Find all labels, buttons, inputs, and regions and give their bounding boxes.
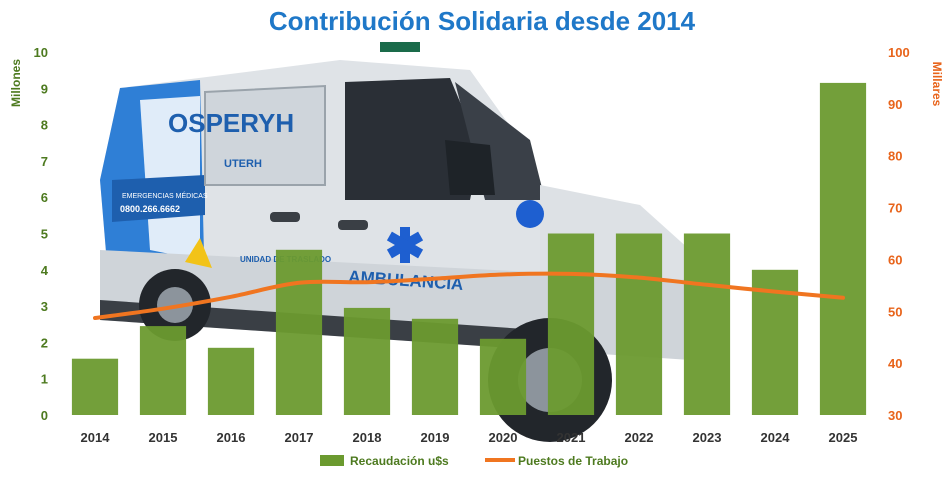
left-axis-title: Millones — [9, 59, 23, 107]
right-tick-label: 100 — [888, 45, 910, 60]
x-tick-2024: 2024 — [761, 430, 791, 445]
right-axis-title: Millares — [930, 62, 944, 107]
right-tick-label: 50 — [888, 304, 902, 319]
ambulance-photo: OSPERYH UTERH EMERGENCIAS MÉDICAS 0800.2… — [100, 42, 690, 442]
bar-2019 — [412, 319, 458, 415]
x-axis-ticks: 2014 2015 2016 2017 2018 2019 2020 2021 2022 2023… — [81, 430, 858, 445]
bar-2017 — [276, 250, 322, 415]
bar-2014 — [72, 359, 118, 415]
bar-2025 — [820, 83, 866, 415]
x-tick-2025: 2025 — [829, 430, 858, 445]
legend: Recaudación u$s Puestos de Trabajo — [320, 454, 628, 468]
left-tick-label: 4 — [41, 263, 49, 278]
left-tick-label: 7 — [41, 154, 48, 169]
left-axis-ticks: 0 1 2 3 4 5 6 7 8 9 10 — [34, 45, 49, 423]
right-tick-label: 70 — [888, 201, 902, 216]
left-tick-label: 8 — [41, 118, 48, 133]
bar-2020 — [480, 339, 526, 415]
chart-title: Contribución Solidaria desde 2014 — [269, 6, 696, 36]
left-tick-label: 10 — [34, 45, 48, 60]
x-tick-2016: 2016 — [217, 430, 246, 445]
right-tick-label: 60 — [888, 252, 902, 267]
x-tick-2021: 2021 — [557, 430, 586, 445]
right-tick-label: 90 — [888, 97, 902, 112]
left-tick-label: 0 — [41, 408, 48, 423]
x-tick-2020: 2020 — [489, 430, 518, 445]
left-tick-label: 3 — [41, 299, 48, 314]
right-tick-label: 30 — [888, 408, 902, 423]
right-tick-label: 40 — [888, 356, 902, 371]
x-tick-2022: 2022 — [625, 430, 654, 445]
left-tick-label: 2 — [41, 335, 48, 350]
left-tick-label: 5 — [41, 227, 48, 242]
left-tick-label: 1 — [41, 372, 48, 387]
bar-2016 — [208, 348, 254, 415]
x-tick-2017: 2017 — [285, 430, 314, 445]
bar-2018 — [344, 308, 390, 415]
van-caption-text: EMERGENCIAS MÉDICAS — [122, 191, 208, 200]
right-tick-label: 80 — [888, 149, 902, 164]
left-tick-label: 6 — [41, 190, 48, 205]
x-tick-2018: 2018 — [353, 430, 382, 445]
bar-2021 — [548, 234, 594, 416]
van-brand-text: OSPERYH — [168, 108, 294, 138]
van-phone-text: 0800.266.6662 — [120, 204, 180, 214]
legend-label-bar: Recaudación u$s — [350, 454, 449, 468]
right-axis-ticks: 30 40 50 60 70 80 90 100 — [888, 45, 910, 423]
bar-2015 — [140, 326, 186, 415]
bar-2023 — [684, 234, 730, 416]
left-tick-label: 9 — [41, 81, 48, 96]
bar-2022 — [616, 234, 662, 416]
x-tick-2014: 2014 — [81, 430, 111, 445]
x-tick-2019: 2019 — [421, 430, 450, 445]
van-subbrand-text: UTERH — [224, 158, 262, 170]
x-tick-2015: 2015 — [149, 430, 178, 445]
x-tick-2023: 2023 — [693, 430, 722, 445]
legend-swatch-bar — [320, 455, 344, 466]
legend-label-line: Puestos de Trabajo — [518, 454, 628, 468]
